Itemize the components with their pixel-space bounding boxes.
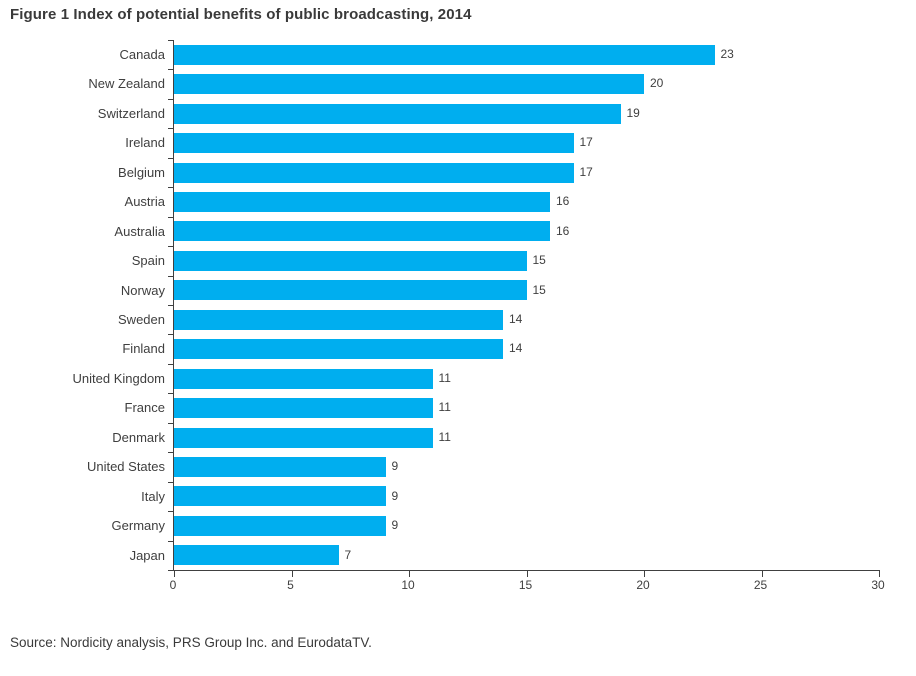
x-axis-tick: [761, 570, 763, 577]
category-label: United States: [86, 459, 165, 475]
bar: [174, 368, 433, 389]
bar: [174, 545, 339, 566]
y-axis-tick: [168, 363, 174, 365]
x-axis-label: 10: [401, 578, 415, 592]
category-label: Denmark: [112, 429, 165, 445]
bar: [174, 162, 574, 183]
value-label: 17: [579, 135, 593, 150]
bar: [174, 250, 527, 271]
value-label: 16: [556, 194, 570, 209]
category-label: Sweden: [118, 312, 165, 327]
y-axis-tick: [168, 216, 174, 218]
value-label: 14: [509, 341, 523, 356]
y-axis-tick: [168, 393, 174, 395]
y-axis-tick: [168, 334, 174, 336]
category-label: Australia: [114, 223, 165, 239]
value-label: 15: [532, 253, 546, 268]
value-label: 11: [438, 400, 451, 415]
y-axis-tick: [168, 511, 174, 513]
y-axis-tick: [168, 40, 174, 41]
y-axis-tick: [168, 246, 174, 248]
value-label: 9: [391, 488, 399, 503]
value-label: 7: [344, 547, 352, 562]
bar: [174, 74, 644, 95]
category-label: Italy: [141, 488, 165, 504]
plot-area: 23 20 19 17 17 16 16 15 15 14 14 11 11 11 9 9 9 7: [168, 40, 880, 577]
category-label: Finland: [122, 341, 165, 357]
x-axis-label: 5: [287, 578, 294, 592]
category-label: Germany: [111, 518, 165, 534]
y-axis-tick: [168, 69, 174, 71]
y-axis-tick: [168, 422, 174, 424]
bar: [174, 221, 550, 242]
category-label: Switzerland: [97, 105, 165, 121]
x-axis-tick: [879, 570, 880, 577]
bar: [174, 191, 550, 212]
bar: [174, 339, 503, 360]
y-axis-tick: [168, 128, 174, 130]
category-label: France: [124, 400, 165, 416]
y-axis-tick: [168, 540, 174, 542]
bar: [174, 133, 574, 154]
bar: [174, 280, 527, 301]
x-axis-label: 15: [518, 578, 533, 592]
value-label: 20: [650, 76, 664, 91]
value-label: 11: [438, 370, 451, 385]
figure-title: Figure 1 Index of potential benefits of …: [10, 6, 472, 23]
bar: [174, 398, 433, 419]
value-label: 19: [626, 105, 640, 120]
y-axis-tick: [168, 570, 174, 571]
x-axis-tick: [409, 570, 410, 577]
category-label: Japan: [129, 547, 165, 563]
bar: [174, 309, 503, 330]
x-axis-tick: [644, 570, 645, 577]
category-label: Spain: [131, 253, 165, 269]
bar: [174, 486, 386, 507]
category-label: New Zealand: [88, 76, 165, 92]
x-axis-label: 0: [169, 578, 177, 592]
category-label: Canada: [119, 47, 165, 62]
value-label: 9: [391, 459, 399, 474]
category-label: Belgium: [118, 164, 165, 180]
value-label: 11: [438, 429, 451, 444]
bar: [174, 44, 715, 65]
value-label: 9: [391, 518, 399, 533]
x-axis-tick: [291, 570, 293, 577]
category-label: Norway: [120, 282, 165, 298]
value-label: 15: [532, 282, 546, 297]
source-note: Source: Nordicity analysis, PRS Group In…: [10, 635, 372, 650]
value-label: 23: [720, 47, 734, 61]
x-axis-label: 20: [636, 578, 650, 592]
x-axis-label: 25: [753, 578, 768, 592]
y-axis-tick: [168, 187, 174, 189]
bar: [174, 103, 621, 124]
value-label: 16: [556, 223, 570, 238]
category-label: Austria: [124, 194, 165, 210]
bar: [174, 427, 433, 448]
y-axis-tick: [168, 157, 174, 159]
x-axis-tick: [174, 570, 175, 577]
value-label: 17: [579, 164, 593, 179]
bar: [174, 515, 386, 536]
bar: [174, 456, 386, 477]
y-axis-tick: [168, 305, 174, 306]
category-label: United Kingdom: [72, 370, 166, 386]
x-axis-tick: [526, 570, 528, 577]
y-axis-tick: [168, 452, 174, 454]
value-label: 14: [509, 312, 523, 326]
category-label: Ireland: [125, 135, 165, 151]
x-axis-label: 30: [871, 578, 885, 592]
y-axis-tick: [168, 481, 174, 483]
y-axis-tick: [168, 275, 174, 277]
y-axis-tick: [168, 98, 174, 100]
